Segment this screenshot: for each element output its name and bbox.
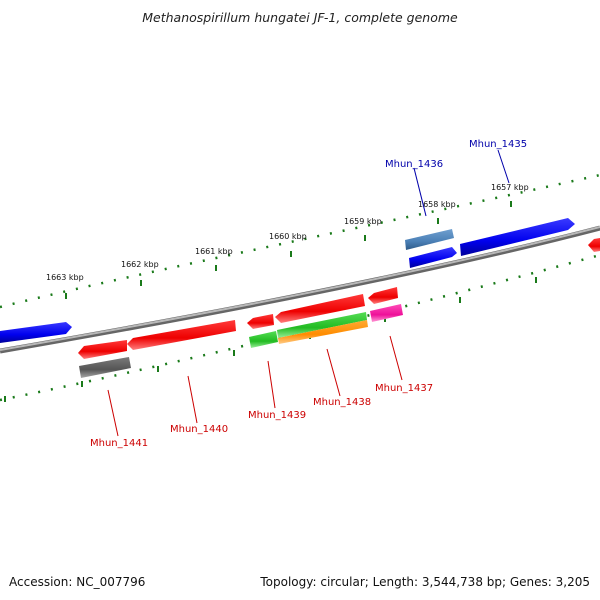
gene-label-mhun-1437[interactable]: Mhun_1437	[375, 383, 433, 394]
gene-label-mhun-1439[interactable]: Mhun_1439	[248, 410, 306, 421]
gene-arrow-mhun-1441-gray[interactable]	[79, 357, 131, 378]
reverse-strand-genes	[78, 287, 403, 378]
gene-arrow-mhun-1440-red[interactable]	[127, 320, 236, 350]
gene-labels: Mhun_1441 Mhun_1440 Mhun_1439 Mhun_1438 …	[90, 139, 527, 449]
gene-arrow-mhun-1435-blue[interactable]	[460, 218, 575, 256]
gene-label-mhun-1440[interactable]: Mhun_1440	[170, 424, 228, 435]
topology-summary-text: Topology: circular; Length: 3,544,738 bp…	[260, 575, 590, 589]
gene-arrow-mhun-1437-red[interactable]	[368, 287, 398, 304]
gene-arrow-mhun-1436-blue[interactable]	[409, 247, 457, 268]
tick-label-1663: 1663 kbp	[46, 273, 84, 282]
tick-label-1658: 1658 kbp	[418, 200, 456, 209]
gene-arrow-mhun-1438-red[interactable]	[275, 294, 365, 323]
gene-label-mhun-1436[interactable]: Mhun_1436	[385, 159, 443, 170]
gene-arrow-mhun-1439-green[interactable]	[249, 331, 278, 348]
gene-arrow-mhun-1438-green[interactable]	[277, 312, 367, 338]
gene-arrow-mhun-1438-orange[interactable]	[278, 320, 368, 344]
forward-strand-genes	[0, 218, 600, 343]
gene-arrow-mhun-1437-pink[interactable]	[370, 304, 403, 322]
gene-arrow-left-blue[interactable]	[0, 322, 72, 343]
label-leaders	[107, 149, 510, 437]
gene-label-mhun-1435[interactable]: Mhun_1435	[469, 139, 527, 150]
upper-major-ticks	[65, 201, 512, 299]
tick-label-1662: 1662 kbp	[121, 260, 159, 269]
gene-label-mhun-1438[interactable]: Mhun_1438	[313, 397, 371, 408]
map-title: Methanospirillum hungatei JF-1, complete…	[142, 10, 458, 25]
tick-label-1661: 1661 kbp	[195, 247, 233, 256]
tick-label-1657: 1657 kbp	[491, 183, 529, 192]
gene-arrow-mhun-1441-red[interactable]	[78, 340, 127, 359]
gene-label-mhun-1441[interactable]: Mhun_1441	[90, 438, 148, 449]
accession-text: Accession: NC_007796	[9, 575, 146, 589]
gene-arrow-right-edge-red[interactable]	[588, 238, 600, 252]
gene-arrow-mhun-1439-red[interactable]	[247, 314, 274, 329]
tick-label-1659: 1659 kbp	[344, 217, 382, 226]
upper-tick-labels: 1663 kbp 1662 kbp 1661 kbp 1660 kbp 1659…	[46, 183, 529, 282]
gene-arrow-mhun-1436-steel[interactable]	[405, 229, 454, 250]
tick-label-1660: 1660 kbp	[269, 232, 307, 241]
